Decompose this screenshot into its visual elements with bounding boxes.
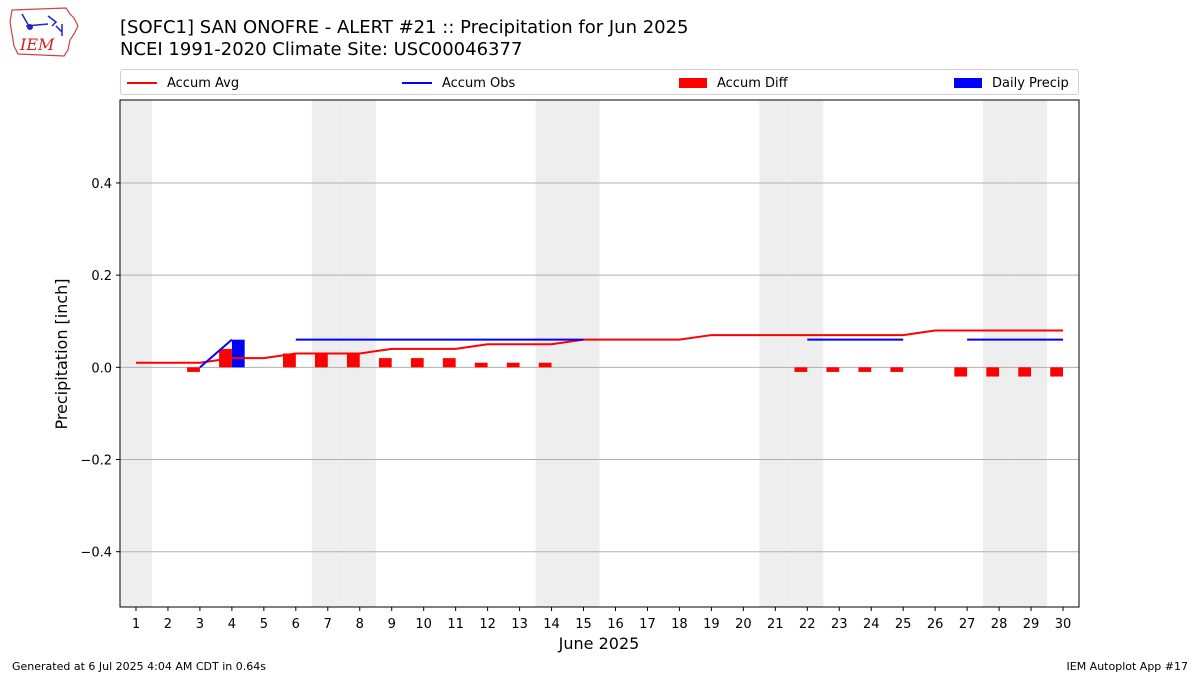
bar-accum-diff xyxy=(283,353,296,368)
x-tick-label: 27 xyxy=(959,617,976,632)
x-tick-label: 3 xyxy=(196,617,204,632)
x-tick-label: 10 xyxy=(415,617,432,632)
legend-label: Accum Obs xyxy=(442,75,516,91)
bar-accum-diff xyxy=(986,367,1000,377)
x-tick-label: 11 xyxy=(447,617,464,632)
bar-accum-diff xyxy=(187,367,200,372)
lines xyxy=(135,329,1064,369)
y-tick-label: 0.2 xyxy=(91,269,112,284)
x-tick-label: 9 xyxy=(388,617,396,632)
x-tick-label: 19 xyxy=(703,617,720,632)
logo-text: IEM xyxy=(19,35,55,54)
legend-item-accum-obs: Accum Obs xyxy=(402,74,515,92)
footer-generated: Generated at 6 Jul 2025 4:04 AM CDT in 0… xyxy=(12,660,266,673)
weekend-band xyxy=(567,100,600,607)
legend-item-accum-diff: Accum Diff xyxy=(679,74,788,92)
x-tick-label: 1 xyxy=(132,617,140,632)
legend-label: Accum Avg xyxy=(167,75,240,91)
weekend-band xyxy=(120,100,152,607)
bar-accum-diff xyxy=(1018,367,1032,377)
x-tick-label: 28 xyxy=(991,617,1008,632)
x-tick-label: 22 xyxy=(799,617,816,632)
bar-accum-diff xyxy=(954,367,968,377)
x-tick-label: 23 xyxy=(831,617,848,632)
x-tick-label: 21 xyxy=(767,617,784,632)
x-tick-label: 18 xyxy=(671,617,688,632)
line-accum-obs xyxy=(199,338,233,369)
weather-vane-icon xyxy=(21,13,63,36)
bar-accum-diff xyxy=(314,353,328,368)
bar-accum-diff xyxy=(474,362,488,368)
bar-accum-diff xyxy=(442,358,456,368)
plot-frame xyxy=(119,99,1080,608)
iem-logo: IEM xyxy=(8,6,82,62)
y-tick-label: 0.0 xyxy=(91,361,112,376)
legend-swatch xyxy=(127,82,157,84)
legend-item-daily-precip: Daily Precip xyxy=(954,74,1069,92)
legend-label: Accum Diff xyxy=(717,75,788,91)
bar-accum-diff xyxy=(346,353,360,368)
bar-accum-diff xyxy=(890,367,904,372)
legend-swatch xyxy=(402,82,432,84)
x-tick-label: 2 xyxy=(164,617,172,632)
x-tick-label: 5 xyxy=(260,617,268,632)
x-tick-label: 29 xyxy=(1023,617,1040,632)
x-tick-label: 14 xyxy=(543,617,560,632)
chart-title: [SOFC1] SAN ONOFRE - ALERT #21 :: Precip… xyxy=(120,17,689,38)
legend-swatch xyxy=(954,78,982,88)
weekend-band xyxy=(983,100,1016,607)
legend-label: Daily Precip xyxy=(992,75,1069,91)
x-tick-label: 25 xyxy=(895,617,912,632)
x-axis-label: June 2025 xyxy=(558,634,640,653)
x-tick-label: 24 xyxy=(863,617,880,632)
x-tick-label: 15 xyxy=(575,617,592,632)
chart-legend: Accum Avg Accum Obs Accum Diff Daily Pre… xyxy=(120,69,1079,95)
y-axis-label: Precipitation [inch] xyxy=(52,278,71,429)
x-tick-label: 12 xyxy=(479,617,496,632)
x-tick-label: 6 xyxy=(292,617,300,632)
bar-accum-diff xyxy=(794,367,808,372)
bar-accum-diff xyxy=(410,358,424,368)
bar-accum-diff xyxy=(506,362,520,368)
bar-accum-diff xyxy=(858,367,872,372)
bar-accum-diff xyxy=(1050,367,1064,377)
iowa-state-outline-icon xyxy=(9,7,79,57)
legend-swatch xyxy=(679,78,707,88)
chart-subtitle: NCEI 1991-2020 Climate Site: USC00046377 xyxy=(120,39,523,60)
weekend-shading xyxy=(120,100,1048,607)
bar-accum-diff xyxy=(538,362,552,368)
x-tick-label: 16 xyxy=(607,617,624,632)
x-tick-label: 7 xyxy=(324,617,332,632)
y-tick-label: −0.2 xyxy=(80,454,112,469)
x-tick-label: 13 xyxy=(511,617,528,632)
x-tick-label: 4 xyxy=(228,617,236,632)
footer-app: IEM Autoplot App #17 xyxy=(1066,660,1189,673)
y-tick-label: 0.4 xyxy=(91,177,112,192)
weekend-band xyxy=(791,100,824,607)
x-tick-label: 17 xyxy=(639,617,656,632)
axis-ticks: −0.4−0.20.00.20.41 2 3 4 5 6 7 8 9 10 11 12 13 14 15 16… xyxy=(80,177,1071,632)
legend-item-accum-avg: Accum Avg xyxy=(127,74,239,92)
weekend-band xyxy=(1015,100,1048,607)
x-tick-label: 8 xyxy=(356,617,364,632)
weekend-band xyxy=(759,100,792,607)
grid-lines xyxy=(120,182,1079,553)
x-tick-label: 20 xyxy=(735,617,752,632)
y-tick-label: −0.4 xyxy=(80,546,112,561)
bar-accum-diff xyxy=(378,358,392,368)
weekend-band xyxy=(535,100,568,607)
bars xyxy=(187,339,1064,377)
bar-daily-precip xyxy=(231,339,245,368)
bar-accum-diff xyxy=(826,367,840,372)
x-tick-label: 30 xyxy=(1055,617,1072,632)
x-tick-label: 26 xyxy=(927,617,944,632)
line-accum-avg xyxy=(135,329,1064,364)
